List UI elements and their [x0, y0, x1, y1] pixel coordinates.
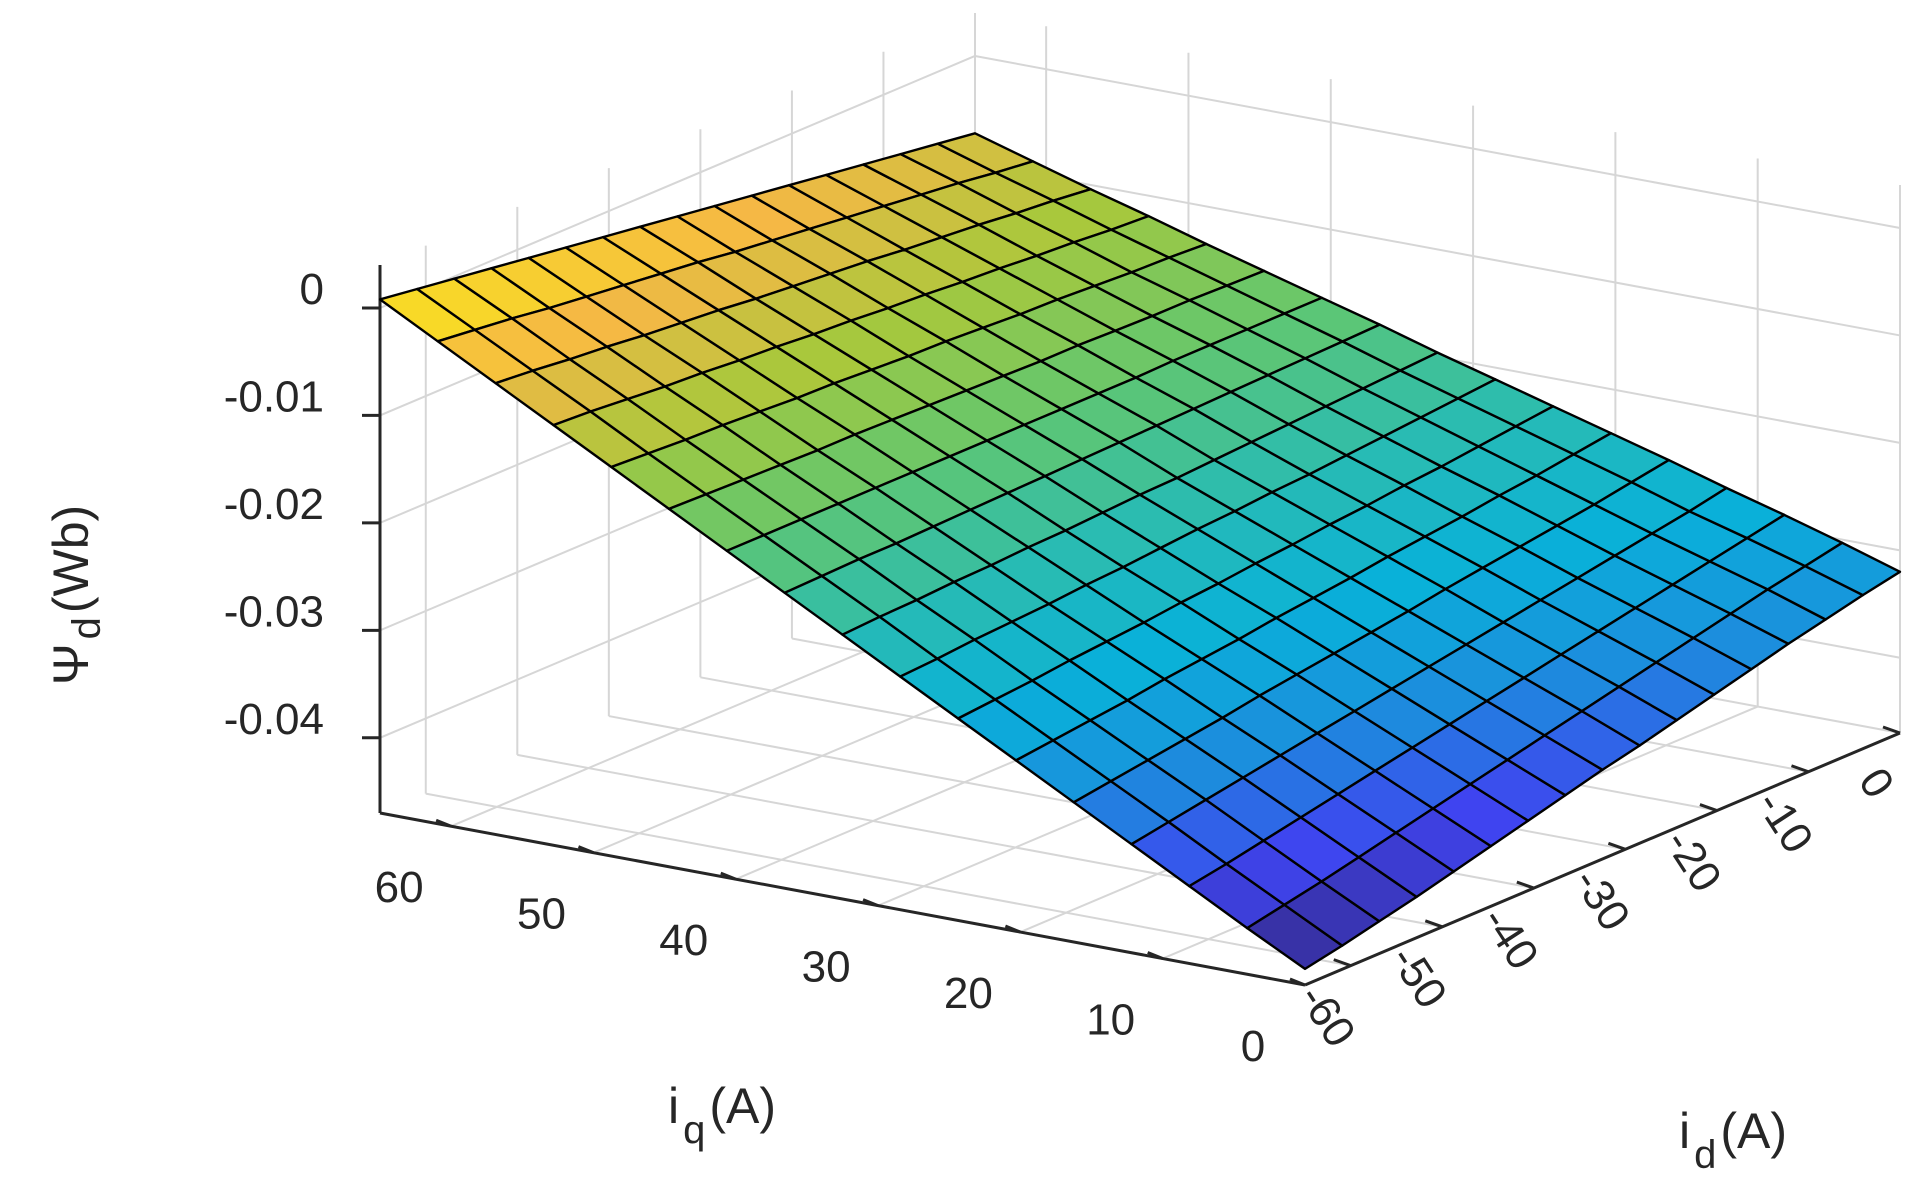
y-axis-label-sub: q — [683, 1108, 705, 1152]
z-axis-label-main: Ψ — [43, 643, 99, 685]
y-tick-mark — [720, 871, 737, 881]
y-tick-mark — [1147, 951, 1164, 960]
x-tick-mark — [1333, 958, 1352, 968]
surface-mesh — [378, 132, 1902, 971]
y-tick-label: 10 — [1086, 996, 1135, 1045]
z-tick-label: -0.04 — [224, 695, 324, 744]
y-axis-label: i q(A) — [668, 1078, 776, 1152]
y-tick-mark — [577, 845, 595, 855]
y-tick-label: 60 — [375, 863, 424, 912]
x-axis-label-main: i — [1679, 1103, 1690, 1159]
z-axis-label-sub: d — [65, 617, 109, 639]
x-tick-mark — [1516, 880, 1535, 890]
x-tick-mark — [1790, 764, 1809, 774]
x-tick-mark — [1424, 919, 1443, 929]
x-axis-label-sub: d — [1694, 1133, 1716, 1177]
grid-line-z-sidewall — [974, 54, 1901, 229]
y-axis-line — [379, 811, 1306, 987]
x-tick-mark — [1882, 725, 1901, 735]
y-tick-mark — [862, 898, 879, 908]
grid-line-x-floor — [425, 792, 1351, 967]
z-axis-label: Ψd (Wb) — [43, 505, 109, 685]
y-axis-label-unit: (A) — [709, 1078, 776, 1134]
x-tick-label: -60 — [1289, 976, 1365, 1056]
z-tick-label: -0.03 — [224, 587, 324, 636]
x-tick-mark — [1699, 803, 1718, 812]
x-axis-line — [1304, 731, 1901, 987]
y-tick-label: 50 — [517, 890, 566, 939]
z-tick-label: -0.02 — [224, 480, 324, 529]
y-tick-label: 0 — [1241, 1022, 1265, 1071]
y-tick-label: 40 — [659, 916, 708, 965]
z-tick-label: 0 — [300, 265, 324, 314]
axes-layer — [362, 265, 1901, 987]
z-axis-label-unit: (Wb) — [43, 505, 99, 613]
x-axis-label-unit: (A) — [1720, 1103, 1787, 1159]
y-tick-mark — [1004, 924, 1021, 934]
z-tick-label: -0.01 — [224, 372, 324, 421]
y-tick-mark — [435, 818, 452, 828]
x-tick-mark — [1607, 841, 1626, 851]
y-tick-label: 30 — [802, 943, 851, 992]
y-axis-label-main: i — [668, 1078, 679, 1134]
x-axis-label: i d(A) — [1679, 1103, 1787, 1177]
y-tick-mark — [1289, 977, 1306, 987]
x-tick-label: 0 — [1849, 759, 1903, 806]
y-tick-label: 20 — [944, 969, 993, 1018]
surface-cell — [1803, 541, 1902, 597]
grid-line-z-backwall — [379, 55, 976, 309]
grid-line-z-sidewall — [974, 162, 1901, 337]
